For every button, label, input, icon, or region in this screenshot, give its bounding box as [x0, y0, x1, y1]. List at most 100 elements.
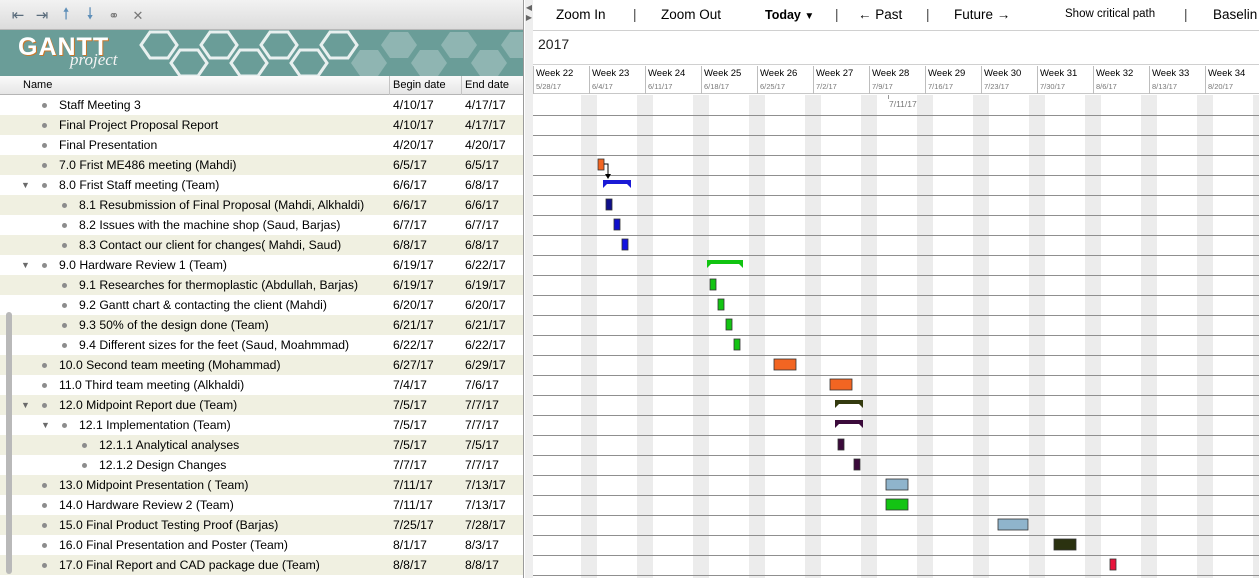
task-bar[interactable] [837, 438, 845, 451]
task-begin-date[interactable]: 4/20/17 [393, 138, 434, 152]
task-end-date[interactable]: 4/17/17 [465, 118, 506, 132]
task-begin-date[interactable]: 7/11/17 [393, 478, 433, 492]
task-begin-date[interactable]: 7/25/17 [393, 518, 434, 532]
task-row[interactable]: 8.1 Resubmission of Final Proposal (Mahd… [0, 195, 523, 215]
past-button[interactable]: ← Past [858, 7, 903, 22]
future-button[interactable]: Future → [954, 7, 1011, 22]
task-begin-date[interactable]: 6/6/17 [393, 178, 427, 192]
task-bar[interactable] [613, 218, 621, 231]
task-name[interactable]: 15.0 Final Product Testing Proof (Barjas… [59, 518, 279, 532]
task-begin-date[interactable]: 6/22/17 [393, 338, 434, 352]
task-end-date[interactable]: 8/3/17 [465, 538, 499, 552]
task-end-date[interactable]: 4/17/17 [465, 98, 506, 112]
task-name[interactable]: 9.2 Gantt chart & contacting the client … [79, 298, 327, 312]
expand-toggle-icon[interactable]: ▼ [21, 260, 30, 270]
task-row[interactable]: ▼ 12.0 Midpoint Report due (Team) 7/5/17 7/… [0, 395, 523, 415]
task-row[interactable]: 16.0 Final Presentation and Poster (Team… [0, 535, 523, 555]
task-row[interactable]: 13.0 Midpoint Presentation ( Team) 7/11/1… [0, 475, 523, 495]
task-bar[interactable] [597, 158, 605, 171]
task-row[interactable]: 9.1 Researches for thermoplastic (Abdull… [0, 275, 523, 295]
summary-task-bar[interactable] [603, 180, 631, 188]
task-row[interactable]: Final Project Proposal Report 4/10/17 4/17… [0, 115, 523, 135]
task-end-date[interactable]: 6/8/17 [465, 238, 499, 252]
task-bar[interactable] [605, 198, 613, 211]
task-row[interactable]: 10.0 Second team meeting (Mohammad) 6/27/… [0, 355, 523, 375]
zoom-in-button[interactable]: Zoom In [556, 7, 606, 22]
task-row[interactable]: 8.2 Issues with the machine shop (Saud, … [0, 215, 523, 235]
task-bar[interactable] [621, 238, 629, 251]
summary-task-bar[interactable] [707, 260, 743, 268]
task-end-date[interactable]: 6/20/17 [465, 298, 506, 312]
task-row[interactable]: 12.1.2 Design Changes 7/7/17 7/7/17 [0, 455, 523, 475]
task-begin-date[interactable]: 4/10/17 [393, 98, 434, 112]
task-begin-date[interactable]: 6/20/17 [393, 298, 434, 312]
task-bar[interactable] [885, 498, 909, 511]
task-row[interactable]: 9.3 50% of the design done (Team) 6/21/17… [0, 315, 523, 335]
task-name[interactable]: 12.1 Implementation (Team) [79, 418, 231, 432]
task-bar[interactable] [1053, 538, 1077, 551]
task-end-date[interactable]: 6/22/17 [465, 258, 506, 272]
outdent-icon[interactable]: ⇤ [11, 6, 25, 24]
task-row[interactable]: ▼ 8.0 Frist Staff meeting (Team) 6/6/17 6/8… [0, 175, 523, 195]
task-name[interactable]: 14.0 Hardware Review 2 (Team) [59, 498, 234, 512]
task-end-date[interactable]: 8/8/17 [465, 558, 499, 572]
task-end-date[interactable]: 7/28/17 [465, 518, 506, 532]
task-name[interactable]: 12.0 Midpoint Report due (Team) [59, 398, 238, 412]
task-row[interactable]: 17.0 Final Report and CAD package due (T… [0, 555, 523, 575]
task-name[interactable]: 17.0 Final Report and CAD package due (T… [59, 558, 320, 572]
task-row[interactable]: 14.0 Hardware Review 2 (Team) 7/11/17 7/13… [0, 495, 523, 515]
move-up-icon[interactable]: 🠕 [62, 6, 70, 23]
task-begin-date[interactable]: 6/19/17 [393, 258, 434, 272]
task-end-date[interactable]: 7/7/17 [465, 398, 499, 412]
task-end-date[interactable]: 6/5/17 [465, 158, 499, 172]
task-bar[interactable] [725, 318, 733, 331]
task-row[interactable]: 9.2 Gantt chart & contacting the client … [0, 295, 523, 315]
gantt-grid[interactable]: 7/11/17 [533, 95, 1259, 578]
summary-task-bar[interactable] [835, 420, 863, 428]
task-begin-date[interactable]: 7/11/17 [393, 498, 433, 512]
task-end-date[interactable]: 6/29/17 [465, 358, 506, 372]
task-bar[interactable] [1109, 558, 1117, 571]
task-row[interactable]: 15.0 Final Product Testing Proof (Barjas… [0, 515, 523, 535]
task-end-date[interactable]: 7/13/17 [465, 478, 506, 492]
column-header-end-date[interactable]: End date [465, 79, 510, 91]
task-bar[interactable] [709, 278, 717, 291]
expand-toggle-icon[interactable]: ▼ [21, 180, 30, 190]
task-name[interactable]: 9.0 Hardware Review 1 (Team) [59, 258, 227, 272]
expand-toggle-icon[interactable]: ▼ [21, 400, 30, 410]
task-begin-date[interactable]: 7/7/17 [393, 458, 427, 472]
task-name[interactable]: 16.0 Final Presentation and Poster (Team… [59, 538, 288, 552]
task-end-date[interactable]: 6/7/17 [465, 218, 499, 232]
column-header-name[interactable]: Name [20, 76, 390, 95]
task-end-date[interactable]: 6/8/17 [465, 178, 499, 192]
task-row[interactable]: 9.4 Different sizes for the feet (Saud, … [0, 335, 523, 355]
task-bar[interactable] [717, 298, 725, 311]
baseline-button[interactable]: Baselin [1213, 7, 1258, 22]
task-begin-date[interactable]: 7/5/17 [393, 438, 427, 452]
task-name[interactable]: Final Project Proposal Report [59, 118, 219, 132]
task-row[interactable]: 7.0 Frist ME486 meeting (Mahdi) 6/5/17 6/5… [0, 155, 523, 175]
task-row[interactable]: ▼ 9.0 Hardware Review 1 (Team) 6/19/17 6/22… [0, 255, 523, 275]
task-begin-date[interactable]: 6/27/17 [393, 358, 434, 372]
task-end-date[interactable]: 6/19/17 [465, 278, 506, 292]
task-end-date[interactable]: 4/20/17 [465, 138, 506, 152]
task-name[interactable]: 8.0 Frist Staff meeting (Team) [59, 178, 220, 192]
task-name[interactable]: 9.3 50% of the design done (Team) [79, 318, 269, 332]
task-end-date[interactable]: 7/5/17 [465, 438, 499, 452]
task-end-date[interactable]: 6/6/17 [465, 198, 499, 212]
task-begin-date[interactable]: 7/4/17 [393, 378, 427, 392]
task-name[interactable]: 12.1.2 Design Changes [99, 458, 227, 472]
task-end-date[interactable]: 7/13/17 [465, 498, 506, 512]
task-begin-date[interactable]: 7/5/17 [393, 418, 427, 432]
task-begin-date[interactable]: 8/8/17 [393, 558, 427, 572]
task-bar[interactable] [997, 518, 1029, 531]
task-end-date[interactable]: 7/6/17 [465, 378, 499, 392]
task-end-date[interactable]: 7/7/17 [465, 418, 499, 432]
task-row[interactable]: 11.0 Third team meeting (Alkhaldi) 7/4/17… [0, 375, 523, 395]
task-begin-date[interactable]: 6/8/17 [393, 238, 427, 252]
task-end-date[interactable]: 7/7/17 [465, 458, 499, 472]
collapse-right-icon[interactable]: ▶ [525, 13, 533, 22]
move-down-icon[interactable]: 🠗 [86, 6, 94, 23]
task-row[interactable]: 8.3 Contact our client for changes( Mahd… [0, 235, 523, 255]
task-end-date[interactable]: 6/22/17 [465, 338, 506, 352]
